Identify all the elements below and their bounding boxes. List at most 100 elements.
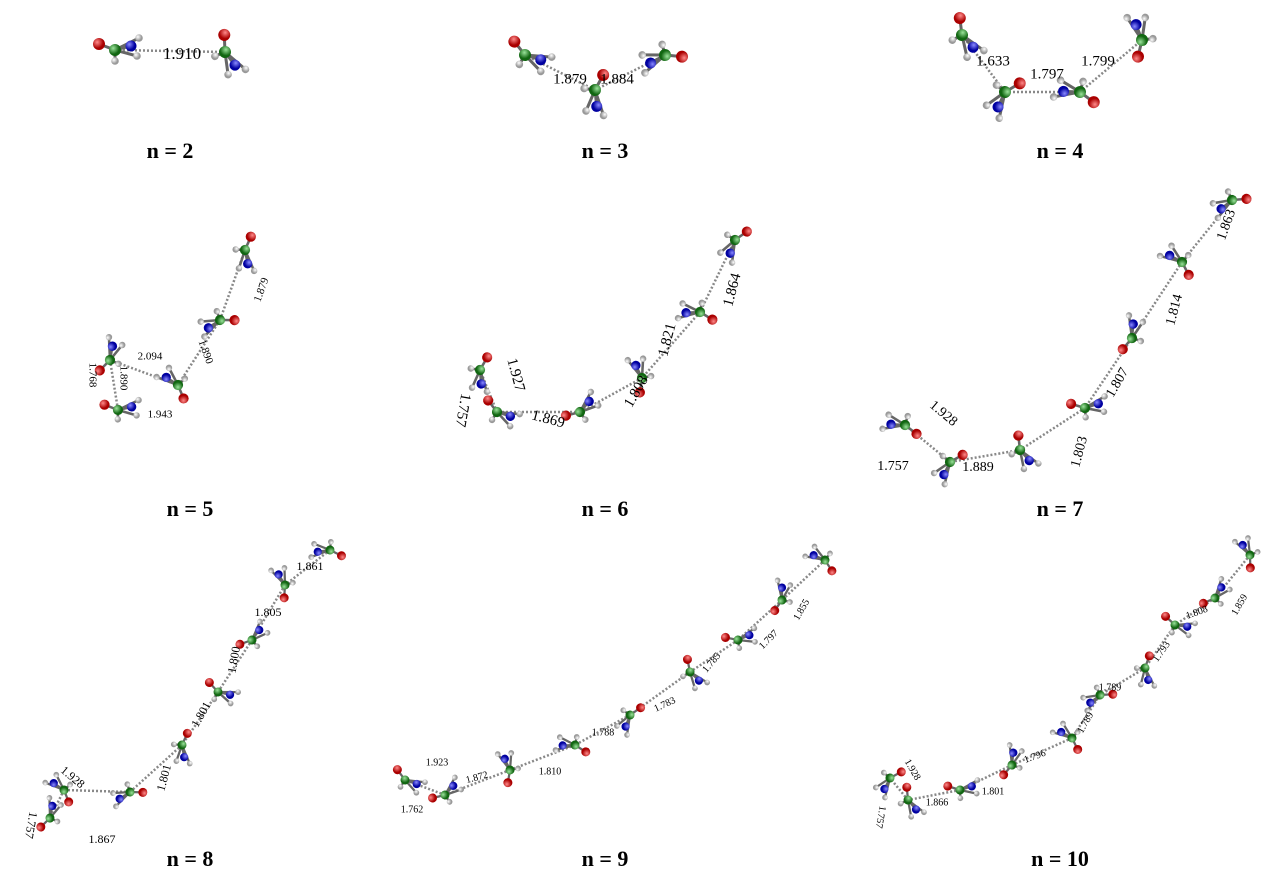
atom-O: [826, 565, 839, 578]
distance-label: 1.789: [1099, 682, 1122, 693]
atom-N: [644, 56, 657, 69]
distance-label: 1.757: [22, 811, 40, 840]
distance-label: 1.863: [1214, 208, 1239, 243]
atom-N: [126, 41, 137, 52]
atom-O: [99, 399, 109, 409]
atom-H: [236, 265, 243, 272]
atom-H: [111, 57, 119, 65]
formamide: [878, 406, 926, 443]
formamide: [552, 730, 593, 760]
atom-H: [1209, 199, 1218, 208]
atom-H: [657, 40, 666, 49]
atom-O: [216, 27, 232, 43]
distance-label: 1.890: [196, 338, 216, 366]
atom-H: [547, 52, 557, 62]
formamide: [711, 217, 756, 267]
distance-label: 1.801: [188, 699, 214, 729]
atom-O: [706, 314, 718, 326]
atom-H: [213, 307, 221, 315]
atom-H: [1244, 534, 1251, 541]
atom-O: [1011, 75, 1028, 92]
atom-H: [881, 793, 889, 801]
atom-C: [474, 364, 486, 376]
atom-H: [897, 800, 905, 808]
distance-label: 1.757: [873, 805, 888, 829]
atom-H: [904, 412, 912, 420]
atom-H: [223, 70, 233, 80]
atom-H: [1138, 682, 1144, 688]
atom-O: [1131, 50, 1144, 63]
formamide: [169, 728, 194, 767]
distance-label: 1.923: [426, 757, 449, 768]
atom-H: [171, 741, 177, 747]
atom-H: [328, 539, 334, 545]
atom-H: [1191, 620, 1198, 627]
atom-H: [623, 731, 631, 739]
distance-label: 1.799: [1081, 53, 1115, 69]
formamide: [672, 652, 711, 696]
atom-H: [264, 629, 272, 637]
distance-label: 1.789: [1075, 710, 1096, 735]
atom-N: [1130, 18, 1142, 30]
atom-N: [1093, 399, 1103, 409]
atom-H: [1149, 34, 1157, 42]
distance-label: 1.633: [976, 53, 1010, 69]
atom-H: [674, 314, 682, 322]
distance-label: 1.889: [962, 460, 994, 475]
atom-H: [1082, 414, 1089, 421]
atom-H: [210, 696, 218, 704]
atom-H: [801, 552, 809, 560]
panel-label: n = 5: [167, 496, 214, 521]
distance-label: 1.864: [720, 271, 744, 308]
formamide: [494, 747, 524, 788]
atom-H: [109, 789, 116, 796]
formamide: [976, 66, 1031, 124]
atom-C: [109, 44, 121, 56]
atom-H: [1049, 728, 1057, 736]
distance-label: 1.872: [465, 770, 490, 786]
atom-O: [481, 352, 493, 364]
distance-label: 1.801: [982, 786, 1005, 797]
atom-H: [1141, 13, 1149, 21]
atom-H: [124, 781, 131, 788]
atom-H: [115, 416, 122, 423]
hydrogen-bond: [178, 320, 220, 385]
atom-O: [245, 231, 256, 242]
formamide: [425, 774, 469, 814]
page: {"panels": [ {"label": "n = 2", "distanc…: [0, 0, 1266, 871]
distance-label: 1.807: [1103, 365, 1132, 400]
panel-label: n = 4: [1037, 138, 1084, 163]
atom-H: [736, 645, 743, 652]
atom-O: [183, 729, 193, 739]
formamide: [499, 30, 557, 82]
formamide: [268, 562, 301, 604]
atom-H: [1101, 408, 1108, 415]
formamide: [193, 302, 242, 341]
atom-O: [675, 49, 690, 64]
atom-H: [1224, 187, 1233, 196]
atom-H: [1078, 77, 1087, 86]
atom-O: [943, 781, 952, 790]
atom-H: [728, 258, 737, 267]
atom-N: [630, 360, 641, 371]
panel-label: n = 8: [167, 846, 214, 871]
atom-H: [508, 750, 515, 757]
atom-H: [974, 791, 980, 797]
hydrogen-bond: [110, 360, 118, 410]
atom-H: [41, 779, 49, 787]
distance-label: 1.810: [539, 766, 562, 777]
atom-O: [580, 747, 591, 758]
atom-O: [176, 391, 190, 405]
atom-H: [940, 480, 949, 489]
atom-H: [1134, 665, 1140, 671]
figure: 1.910n = 21.8791.884n = 31.6331.7971.799…: [0, 0, 1266, 871]
panel-label: n = 7: [1037, 496, 1084, 521]
formamide: [1231, 532, 1266, 575]
distance-label: 1.783: [652, 695, 677, 714]
atom-N: [500, 754, 510, 764]
atom-O: [426, 792, 438, 804]
atom-H: [467, 365, 474, 372]
distance-label: 2.094: [138, 351, 163, 363]
atom-C: [240, 245, 251, 256]
atom-O: [1181, 268, 1195, 282]
